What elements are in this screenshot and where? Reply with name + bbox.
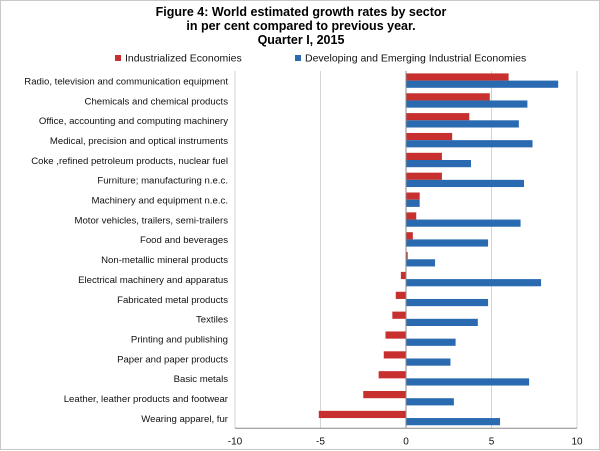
- bar-developing-and-emerging-industrial-economies-textiles: [406, 318, 478, 326]
- category-label-machinery-and-equipment-n-e-c: Machinery and equipment n.e.c.: [91, 196, 228, 207]
- bar-developing-and-emerging-industrial-economies-machinery-and-equipment-n-e-c: [406, 199, 420, 207]
- bar-developing-and-emerging-industrial-economies-chemicals-and-chemical-products: [406, 100, 528, 108]
- bar-developing-and-emerging-industrial-economies-electrical-machinery-and-apparatus: [406, 279, 542, 287]
- chart-title-line-3: Quarter I, 2015: [257, 33, 345, 47]
- bar-developing-and-emerging-industrial-economies-furniture-manufacturing-n-e-c: [406, 179, 524, 188]
- bar-developing-and-emerging-industrial-economies-wearing-apparel-fur: [406, 418, 501, 426]
- category-label-medical-precision-and-optical-instruments: Medical, precision and optical instrumen…: [50, 136, 228, 147]
- category-label-coke-refined-petroleum-products-nuclear-fuel: Coke ,refined petroleum products, nuclea…: [31, 156, 228, 167]
- category-label-basic-metals: Basic metals: [174, 374, 229, 385]
- bar-developing-and-emerging-industrial-economies-office-accounting-and-computing-machinery: [406, 120, 519, 128]
- x-tick-label-5: 5: [489, 436, 495, 447]
- category-label-furniture-manufacturing-n-e-c: Furniture; manufacturing n.e.c.: [97, 176, 228, 187]
- bar-developing-and-emerging-industrial-economies-leather-leather-products-and-footwear: [406, 398, 454, 406]
- legend-swatch-developing-and-emerging-industrial-economies: [295, 55, 301, 61]
- bar-developing-and-emerging-industrial-economies-basic-metals: [406, 378, 530, 386]
- legend-label-industrialized-economies: Industrialized Economies: [125, 53, 242, 65]
- bar-developing-and-emerging-industrial-economies-food-and-beverages: [406, 239, 489, 247]
- gridlines: [234, 71, 578, 429]
- category-label-radio-television-and-communication-equipment: Radio, television and communication equi…: [24, 76, 228, 87]
- zero-axis: [235, 71, 577, 429]
- category-label-chemicals-and-chemical-products: Chemicals and chemical products: [85, 96, 229, 107]
- category-label-non-metallic-mineral-products: Non-metallic mineral products: [101, 255, 228, 266]
- category-label-motor-vehicles-trailers-semi-trailers: Motor vehicles, trailers, semi-trailers: [74, 215, 228, 226]
- bar-developing-and-emerging-industrial-economies-fabricated-metal-products: [406, 298, 489, 307]
- bar-developing-and-emerging-industrial-economies-medical-precision-and-optical-instruments: [406, 140, 533, 148]
- bar-industrialized-economies-non-metallic-mineral-products: [406, 252, 408, 260]
- bar-industrialized-economies-motor-vehicles-trailers-semi-trailers: [406, 212, 417, 220]
- x-tick-label-0: 0: [403, 436, 409, 447]
- category-label-leather-leather-products-and-footwear: Leather, leather products and footwear: [64, 394, 229, 405]
- category-label-wearing-apparel-fur: Wearing apparel, fur: [141, 414, 229, 425]
- bar-industrialized-economies-medical-precision-and-optical-instruments: [406, 132, 453, 141]
- category-label-electrical-machinery-and-apparatus: Electrical machinery and apparatus: [78, 275, 228, 286]
- bar-developing-and-emerging-industrial-economies-non-metallic-mineral-products: [406, 259, 436, 267]
- chart-title-line-2: in per cent compared to previous year.: [186, 19, 416, 33]
- bar-developing-and-emerging-industrial-economies-radio-television-and-communication-equipment: [406, 80, 559, 88]
- bar-developing-and-emerging-industrial-economies-printing-and-publishing: [406, 338, 456, 346]
- x-tick-label-neg5: -5: [316, 436, 325, 447]
- category-label-paper-and-paper-products: Paper and paper products: [117, 354, 228, 365]
- bar-industrialized-economies-printing-and-publishing: [385, 331, 406, 339]
- legend-label-developing-and-emerging-industrial-economies: Developing and Emerging Industrial Econo…: [305, 53, 526, 65]
- bar-developing-and-emerging-industrial-economies-paper-and-paper-products: [406, 358, 451, 366]
- legend: Industrialized Economies Developing and E…: [115, 53, 526, 65]
- bar-industrialized-economies-chemicals-and-chemical-products: [406, 93, 490, 101]
- legend-swatch-industrialized-economies: [115, 55, 121, 61]
- bar-industrialized-economies-electrical-machinery-and-apparatus: [400, 271, 406, 280]
- category-label-food-and-beverages: Food and beverages: [140, 235, 228, 246]
- x-tick-label-10: 10: [571, 436, 583, 447]
- bar-industrialized-economies-furniture-manufacturing-n-e-c: [406, 172, 442, 180]
- bar-industrialized-economies-basic-metals: [378, 371, 406, 379]
- category-label-office-accounting-and-computing-machinery: Office, accounting and computing machine…: [39, 116, 228, 127]
- x-tick-label-neg10: -10: [228, 436, 243, 447]
- bar-industrialized-economies-radio-television-and-communication-equipment: [406, 73, 509, 81]
- bar-industrialized-economies-food-and-beverages: [406, 232, 413, 240]
- category-label-fabricated-metal-products: Fabricated metal products: [117, 295, 228, 306]
- x-tick-labels: -10 -5 0 5 10: [228, 436, 583, 447]
- bar-industrialized-economies-fabricated-metal-products: [395, 291, 406, 299]
- bar-industrialized-economies-paper-and-paper-products: [383, 351, 406, 359]
- bars: [318, 73, 559, 426]
- category-label-textiles: Textiles: [196, 315, 228, 326]
- category-label-printing-and-publishing: Printing and publishing: [131, 334, 228, 345]
- bar-industrialized-economies-textiles: [392, 311, 406, 319]
- bar-industrialized-economies-office-accounting-and-computing-machinery: [406, 113, 470, 121]
- bar-industrialized-economies-machinery-and-equipment-n-e-c: [406, 192, 420, 200]
- bar-developing-and-emerging-industrial-economies-motor-vehicles-trailers-semi-trailers: [406, 219, 521, 227]
- bar-industrialized-economies-coke-refined-petroleum-products-nuclear-fuel: [406, 152, 442, 160]
- bar-industrialized-economies-leather-leather-products-and-footwear: [363, 391, 406, 399]
- chart-title-line-1: Figure 4: World estimated growth rates b…: [155, 5, 447, 19]
- bar-developing-and-emerging-industrial-economies-coke-refined-petroleum-products-nuclear-fuel: [406, 160, 471, 168]
- category-labels: Radio, television and communication equi…: [24, 76, 229, 424]
- bar-industrialized-economies-wearing-apparel-fur: [318, 410, 406, 419]
